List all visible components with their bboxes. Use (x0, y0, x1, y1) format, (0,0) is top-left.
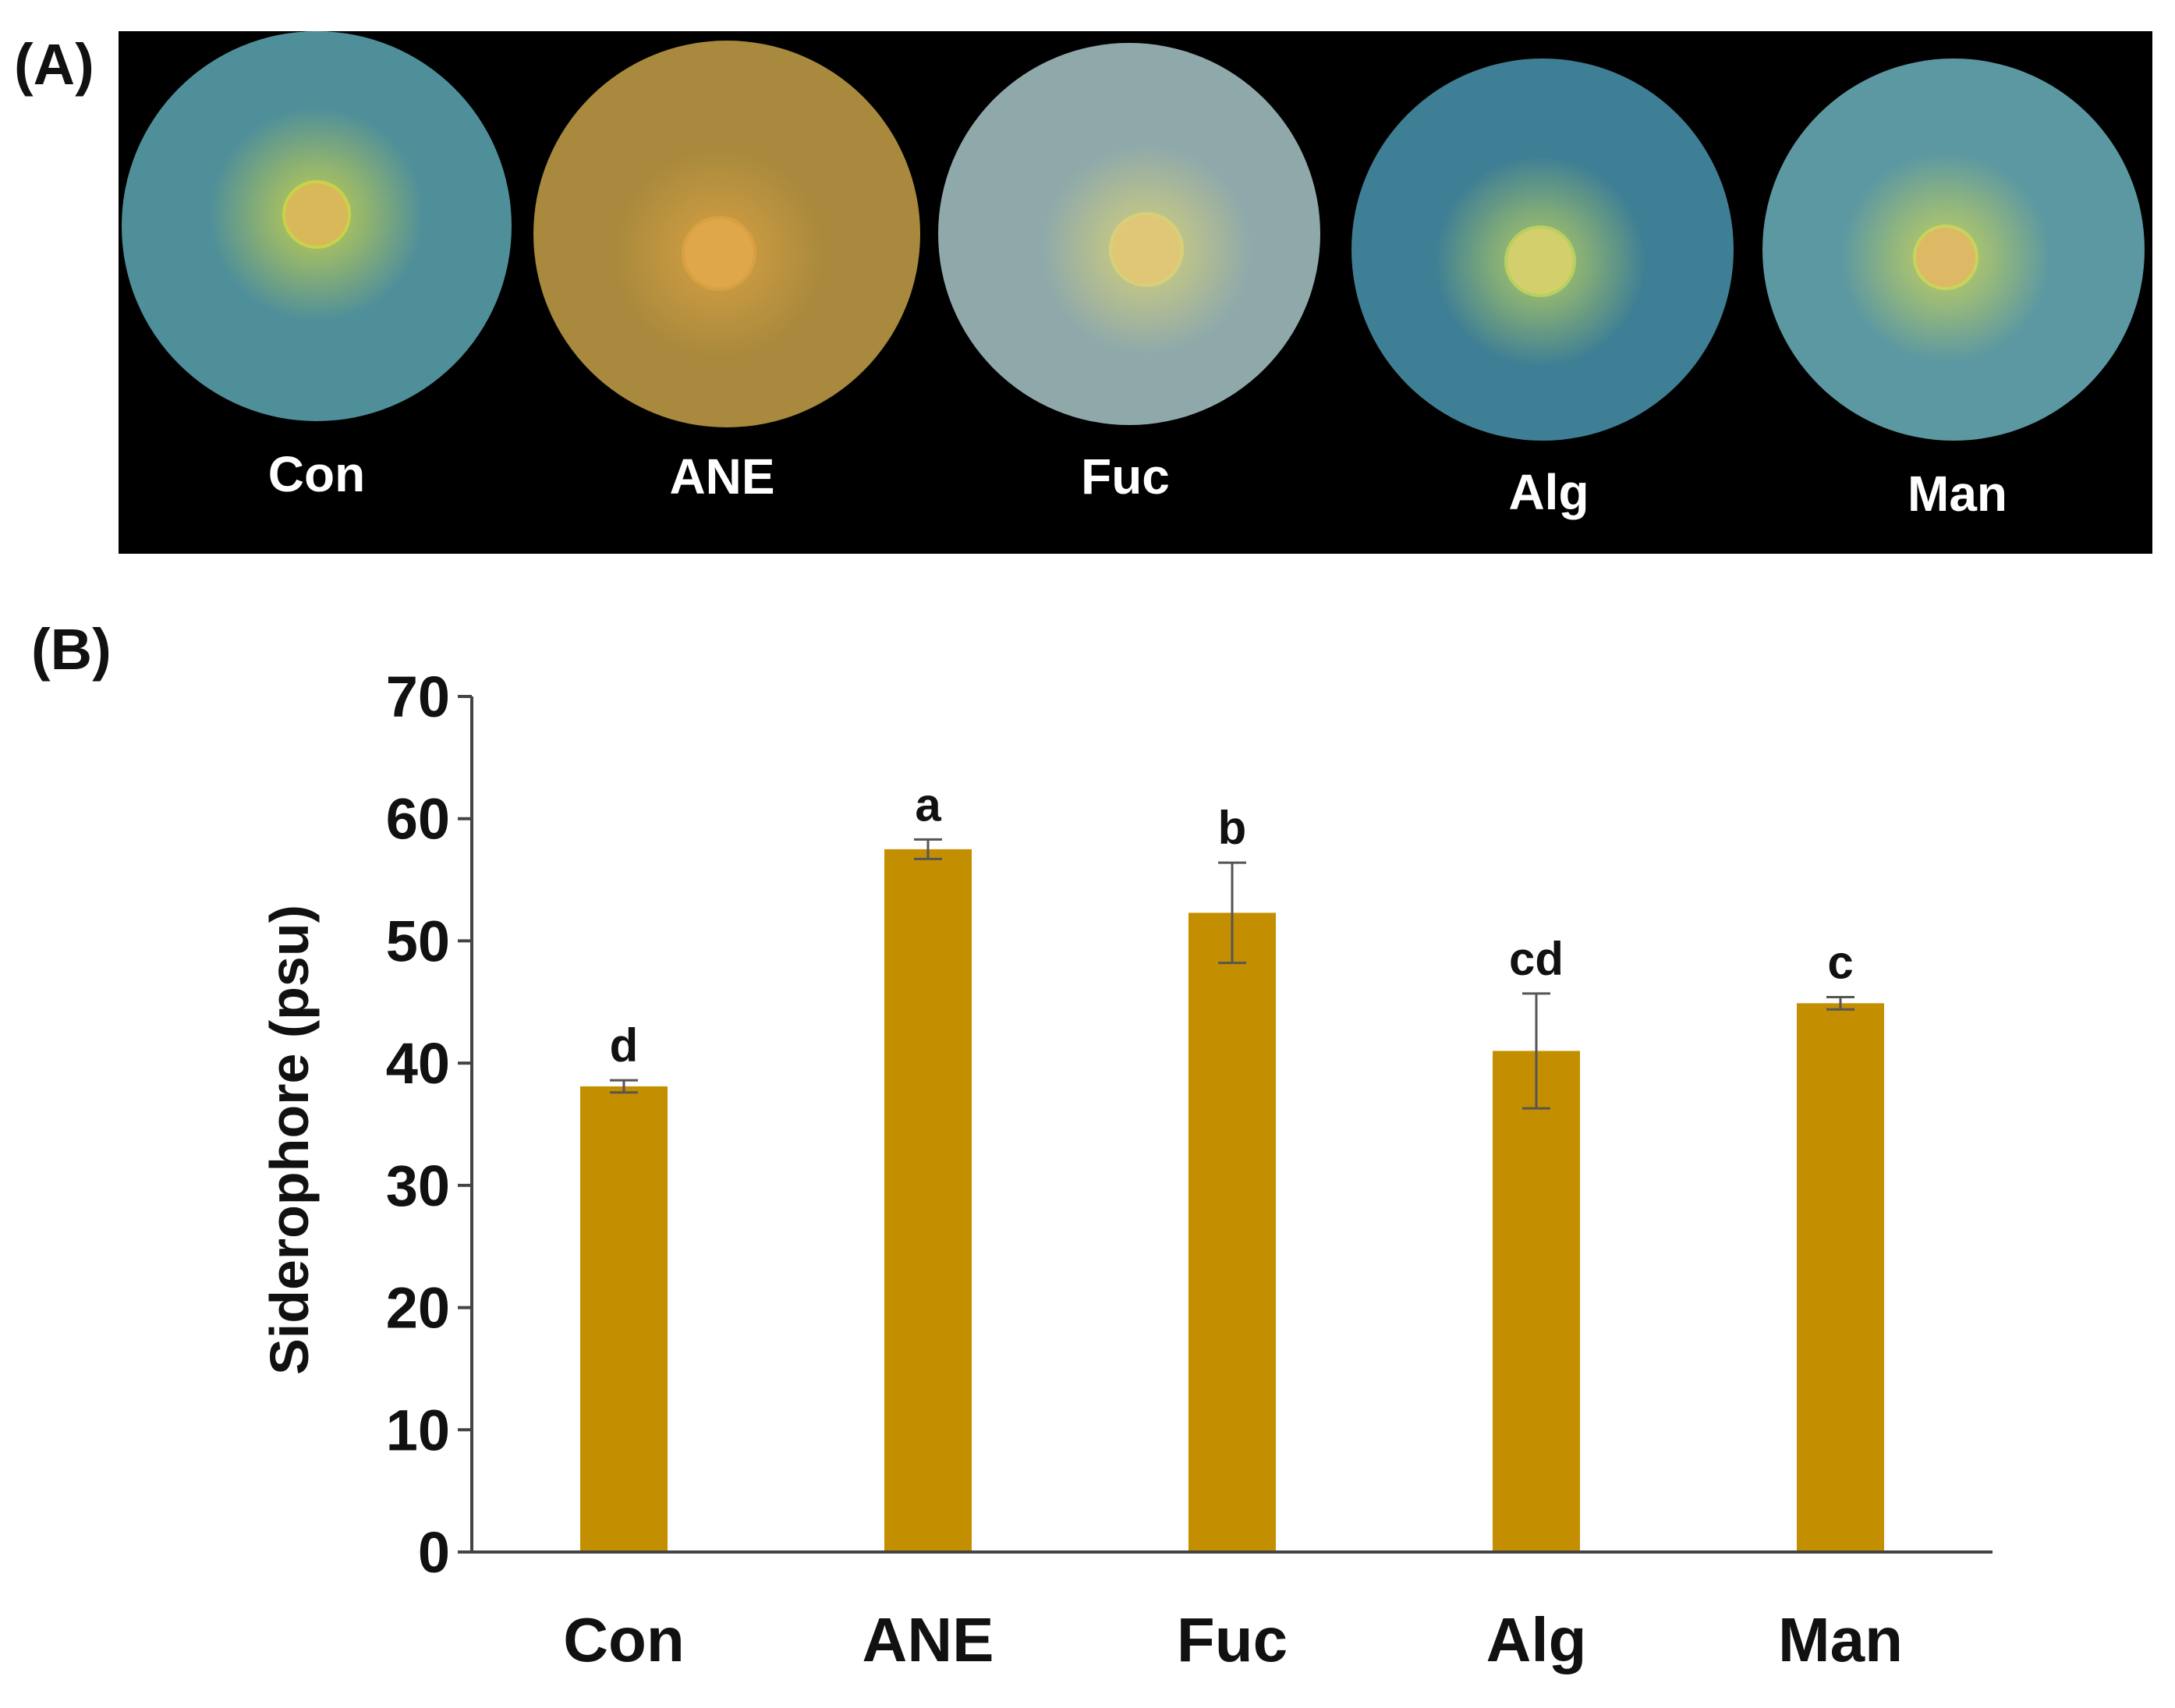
x-tick-label-man: Man (1778, 1605, 1903, 1674)
y-tick-label: 50 (386, 909, 450, 973)
plate-fuc: Fuc (938, 43, 1320, 505)
bacterial-colony (1504, 225, 1576, 297)
x-tick-label-ane: ANE (863, 1605, 994, 1674)
bar-fuc (1188, 912, 1276, 1552)
plate-label-fuc: Fuc (1081, 448, 1170, 505)
bar-con (580, 1086, 668, 1552)
y-tick-label: 10 (386, 1398, 450, 1462)
y-axis-title: Siderophore (psu) (259, 905, 320, 1375)
y-axis-ticks: 0 10 20 30 40 50 60 70 (386, 664, 472, 1585)
y-tick-label: 60 (386, 787, 450, 852)
bacterial-colony (682, 216, 756, 291)
y-tick-label: 0 (418, 1520, 450, 1585)
bacterial-colony (1109, 212, 1184, 287)
plate-label-alg: Alg (1508, 464, 1589, 520)
plate-label-ane: ANE (669, 448, 774, 505)
error-bars (610, 838, 1854, 1110)
plate-man: Man (1762, 58, 2145, 522)
significance-label-con: d (610, 1019, 639, 1072)
bar-chart: 0 10 20 30 40 50 60 70 d a b cd c Con ANE Fuc Alg Man S… (259, 664, 1993, 1674)
significance-label-fuc: b (1218, 802, 1247, 854)
panel-a-label: (A) (14, 32, 94, 97)
bar-alg (1493, 1051, 1580, 1552)
y-tick-label: 30 (386, 1153, 450, 1218)
y-tick-label: 70 (386, 664, 450, 729)
x-tick-label-con: Con (563, 1605, 685, 1674)
x-tick-label-alg: Alg (1486, 1605, 1587, 1674)
bar-man (1797, 1003, 1884, 1552)
bars (580, 849, 1884, 1552)
significance-label-ane: a (915, 778, 941, 831)
bacterial-colony (1913, 225, 1978, 290)
panel-b-label: (B) (31, 617, 112, 682)
plate-alg: Alg (1351, 58, 1734, 520)
plate-label-con: Con (268, 446, 365, 502)
plate-ane: ANE (533, 41, 920, 505)
bar-ane (884, 849, 972, 1552)
plate-con: Con (122, 31, 512, 502)
bacterial-colony (282, 180, 351, 249)
significance-labels: d a b cd c (610, 778, 1854, 1072)
significance-label-alg: cd (1509, 933, 1564, 985)
y-tick-label: 40 (386, 1031, 450, 1096)
significance-label-man: c (1827, 937, 1853, 989)
plate-label-man: Man (1908, 466, 2007, 522)
x-axis-tick-labels: Con ANE Fuc Alg Man (563, 1605, 1903, 1674)
x-tick-label-fuc: Fuc (1177, 1605, 1288, 1674)
plate-photos: Con ANE Fuc Alg Man (122, 31, 2145, 522)
y-tick-label: 20 (386, 1276, 450, 1341)
